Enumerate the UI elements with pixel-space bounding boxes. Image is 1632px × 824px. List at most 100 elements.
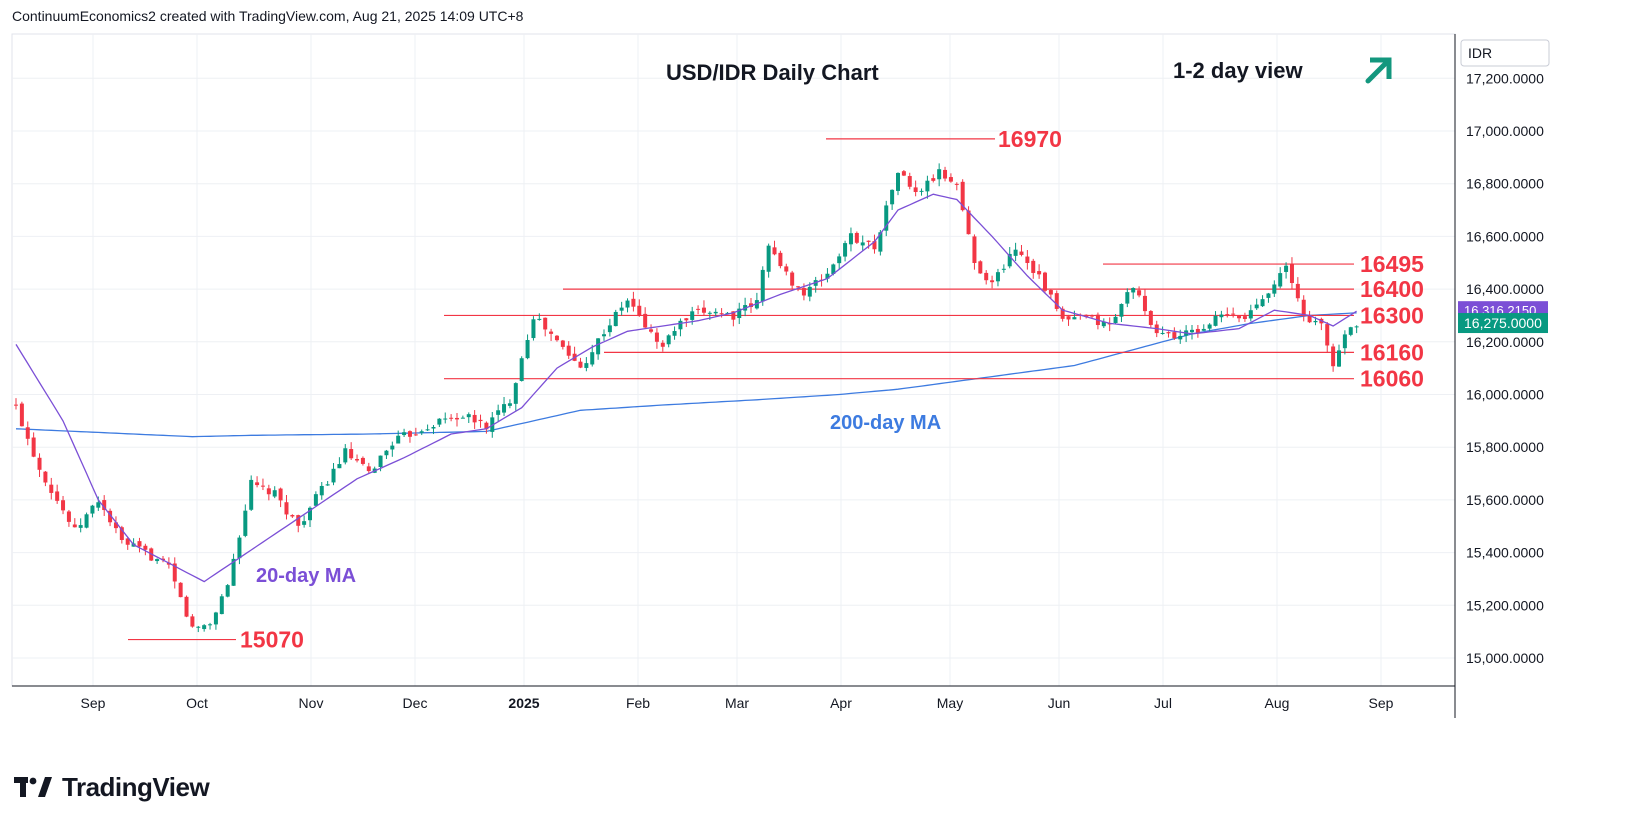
candle	[772, 240, 777, 256]
candle-body	[707, 312, 712, 314]
candle-body	[266, 488, 271, 495]
candle	[355, 454, 360, 463]
candle	[184, 595, 189, 618]
y-tick-label: 15,000.0000	[1466, 650, 1544, 666]
candle	[272, 486, 277, 499]
candle	[1195, 325, 1200, 338]
candle	[649, 324, 654, 334]
candle	[1031, 258, 1036, 279]
candle-body	[90, 505, 95, 514]
candle-body	[260, 485, 265, 487]
currency-box[interactable]	[1460, 39, 1550, 67]
candle-body	[543, 317, 548, 330]
candle-body	[1084, 314, 1089, 318]
x-tick-label: Apr	[830, 695, 852, 711]
candle-body	[1119, 303, 1124, 317]
candle	[1231, 307, 1236, 318]
candle	[1348, 326, 1353, 337]
candle	[731, 311, 736, 327]
candle-body	[1043, 272, 1047, 291]
candle	[625, 298, 630, 313]
candle-body	[507, 403, 512, 406]
candle	[766, 243, 771, 278]
candle	[425, 424, 430, 431]
candle-body	[1325, 324, 1330, 346]
candle-body	[554, 335, 559, 341]
candle-body	[72, 524, 77, 528]
candle-body	[1013, 249, 1018, 256]
candle	[431, 425, 436, 435]
candle-body	[560, 340, 565, 347]
candle-body	[366, 466, 371, 472]
last-price-tag	[1458, 313, 1548, 334]
candle	[484, 421, 489, 434]
candle-body	[1207, 324, 1212, 329]
time-axis[interactable]: Sep Oct Nov Dec 2025 Feb Mar Apr May Jun Jul Aug Sep	[81, 695, 1394, 711]
candle-body	[972, 236, 977, 263]
candle	[478, 414, 483, 428]
candle-body	[190, 616, 195, 627]
tradingview-logo[interactable]: TradingView	[14, 772, 210, 803]
candle	[537, 313, 542, 321]
candle-body	[1007, 253, 1012, 267]
candle-body	[1025, 256, 1030, 263]
candle-body	[907, 176, 912, 187]
candle-body	[502, 404, 507, 413]
candle	[866, 240, 871, 249]
x-tick-label: Mar	[725, 695, 749, 711]
candle-body	[790, 272, 795, 286]
candle-body	[431, 426, 436, 429]
candle	[860, 235, 865, 252]
candle	[737, 302, 742, 325]
candle	[72, 518, 77, 528]
candle	[1295, 277, 1300, 302]
currency-label: IDR	[1468, 45, 1492, 61]
candle	[925, 175, 930, 199]
candle	[402, 428, 407, 438]
candle	[237, 535, 242, 565]
candle	[43, 471, 48, 487]
candle-body	[1266, 293, 1271, 298]
candle-body	[308, 507, 312, 521]
price-axis[interactable]: IDR 15,000.0000 15,200.0000 15,400.0000 15,6…	[12, 34, 1550, 718]
candle	[972, 234, 977, 270]
candle	[1307, 310, 1312, 324]
candle-body	[360, 457, 365, 464]
candle-body	[172, 563, 177, 582]
candle	[1013, 242, 1018, 262]
ma20-layer	[15, 193, 1357, 583]
candle-body	[413, 434, 418, 436]
candle-body	[513, 383, 518, 404]
candle	[496, 404, 501, 423]
candle-body	[1354, 326, 1359, 328]
candle	[1037, 264, 1042, 279]
candle-body	[948, 177, 953, 182]
candle-body	[43, 471, 48, 483]
candle	[778, 250, 783, 269]
ma20-line	[15, 193, 1357, 583]
candle-body	[837, 256, 842, 264]
candle	[1025, 250, 1030, 270]
candle	[113, 516, 118, 534]
candle-body	[425, 429, 430, 431]
candle	[102, 495, 107, 516]
ma200-annotation: 200-day MA	[830, 412, 941, 434]
candle-body	[619, 307, 624, 311]
candle	[1301, 295, 1306, 322]
candle-body	[1048, 290, 1053, 295]
candle	[1266, 292, 1271, 303]
y-tick-label: 17,000.0000	[1466, 123, 1544, 139]
x-tick-label: Dec	[403, 695, 428, 711]
candle-body	[331, 468, 336, 483]
candle-body	[1160, 332, 1165, 334]
candle-body	[537, 318, 542, 320]
candle-body	[719, 313, 724, 315]
candle	[1113, 314, 1118, 325]
candle-body	[525, 340, 530, 359]
candle-body	[660, 342, 665, 347]
candle-body	[1060, 308, 1065, 319]
candle-body	[125, 538, 130, 545]
candle-body	[901, 171, 906, 176]
candle-body	[778, 252, 783, 267]
